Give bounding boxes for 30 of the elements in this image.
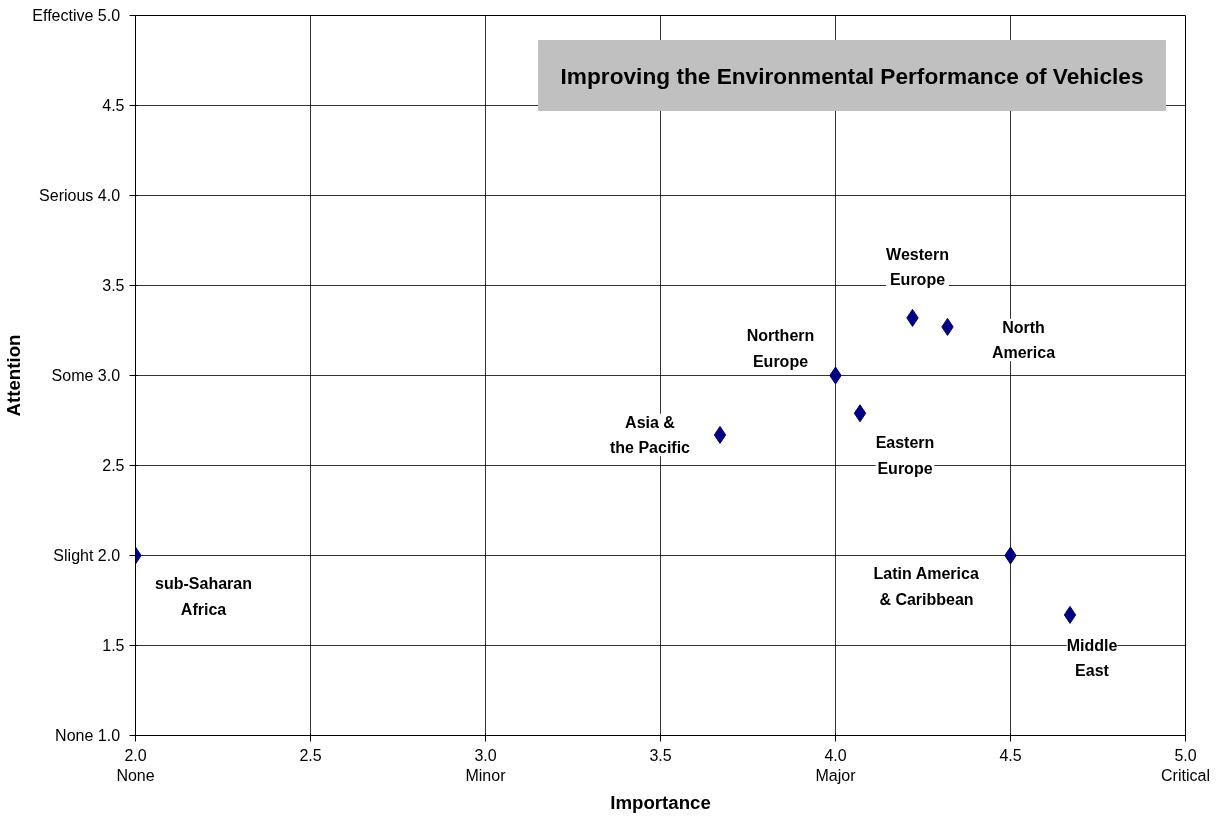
annotation: Western Europe bbox=[886, 245, 949, 289]
y-tick-label: Slight 2.0 bbox=[53, 547, 121, 564]
x-tick-label: 5.0 Critical bbox=[1161, 746, 1210, 784]
x-tick-label: 3.0 Minor bbox=[465, 746, 507, 784]
y-tick-label: Serious 4.0 bbox=[39, 187, 121, 204]
y-tick-label: 1.5 bbox=[102, 637, 125, 654]
point bbox=[1063, 605, 1077, 624]
annotation: Eastern Europe bbox=[875, 434, 935, 477]
annotation: Asia & the Pacific bbox=[609, 413, 691, 457]
text: Improving the Environmental Performance of Vehicles bbox=[560, 62, 1144, 89]
y-tick-label: 2.5 bbox=[102, 457, 125, 474]
y-tick-label: 3.5 bbox=[102, 277, 125, 294]
x-axis-title: Importance bbox=[610, 791, 711, 813]
y-tick-label: None 1.0 bbox=[55, 727, 121, 744]
annotation: Northern Europe bbox=[746, 327, 815, 370]
y-tick-label: 4.5 bbox=[102, 97, 125, 114]
x-tick-label: 4.0 Major bbox=[815, 746, 857, 784]
y-axis-title: Attention bbox=[3, 334, 25, 417]
annotation: Latin America & Caribbean bbox=[873, 565, 979, 608]
y-tick-label: Some 3.0 bbox=[51, 367, 121, 384]
annotation: North America bbox=[991, 318, 1056, 362]
x-tick-label: 2.5 bbox=[299, 746, 322, 764]
x-tick-label: 2.0 None bbox=[116, 746, 155, 784]
point bbox=[853, 404, 867, 423]
point bbox=[713, 425, 727, 444]
annotation: Middle East bbox=[1066, 636, 1118, 680]
annotation: sub-Saharan Africa bbox=[155, 575, 252, 618]
x-tick-label: 3.5 bbox=[649, 746, 672, 764]
x-tick-label: 4.5 bbox=[999, 746, 1022, 764]
y-tick-label: Effective 5.0 bbox=[32, 7, 121, 24]
